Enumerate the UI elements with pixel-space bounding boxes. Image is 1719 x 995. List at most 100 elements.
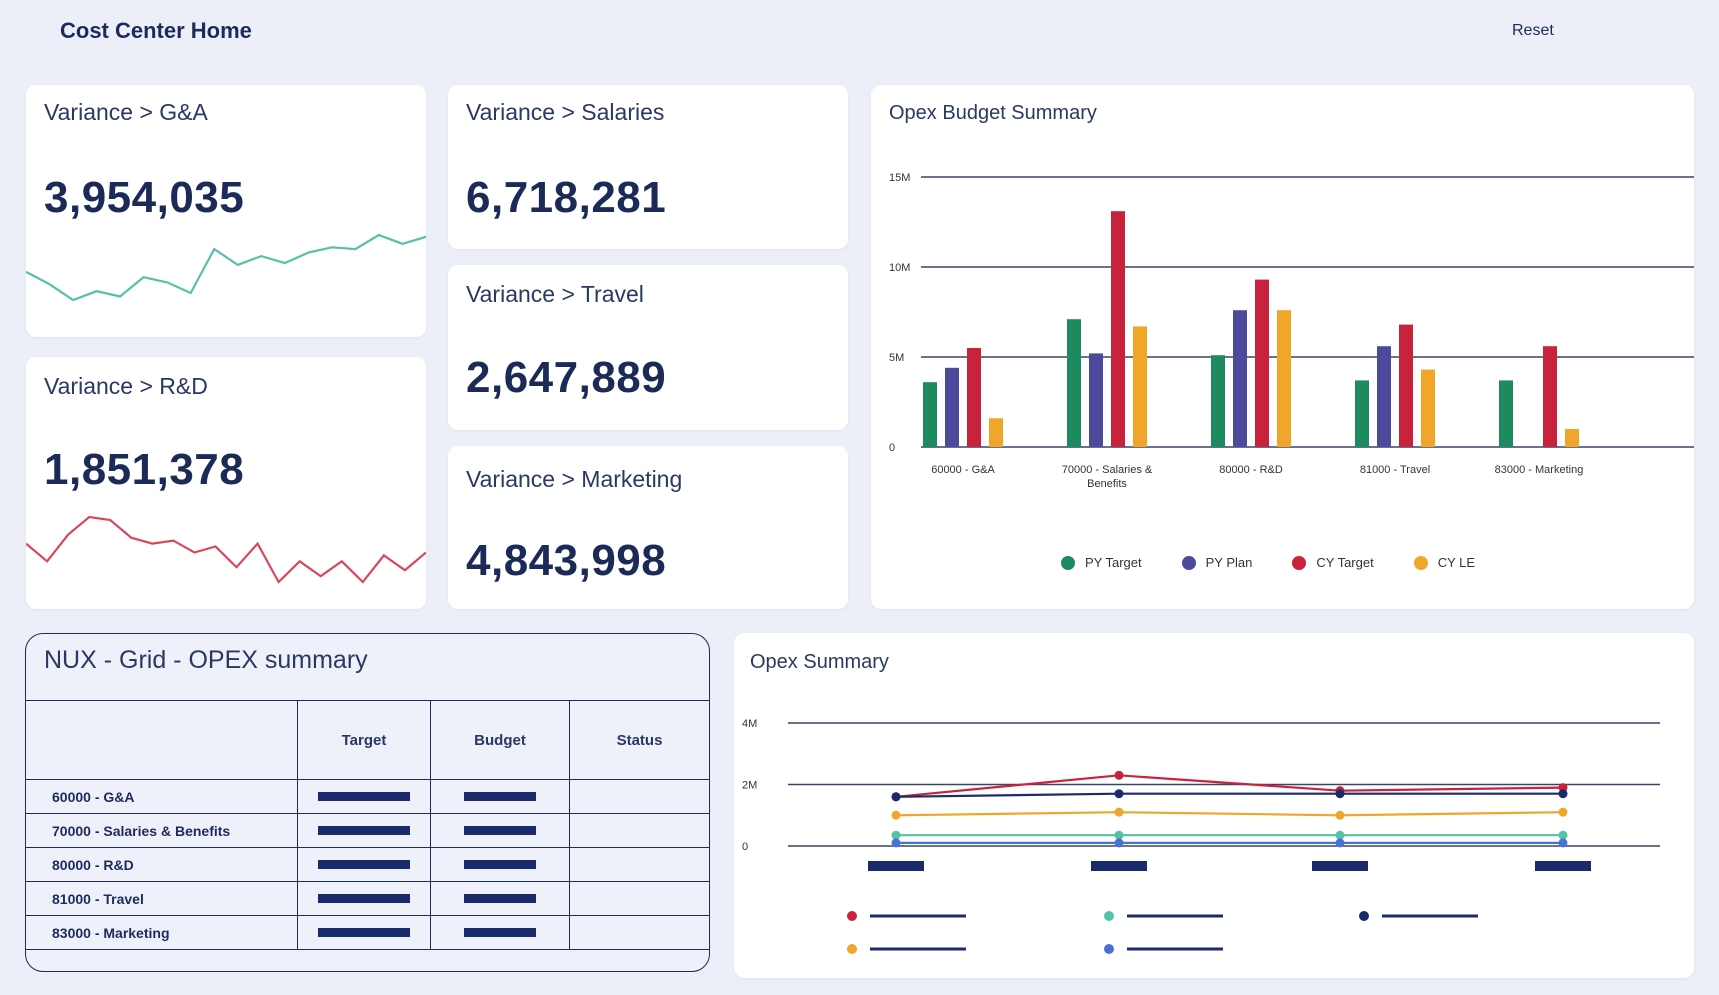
- data-point[interactable]: [1335, 810, 1345, 820]
- legend-dot-icon: [1061, 555, 1075, 570]
- status-cell: [569, 779, 709, 814]
- kpi-card-travel[interactable]: Variance > Travel 2,647,889: [448, 265, 848, 430]
- status-cell: [569, 813, 709, 848]
- bar[interactable]: [1543, 346, 1557, 447]
- placeholder-bar: [318, 928, 410, 937]
- table-row[interactable]: 60000 - G&A: [26, 779, 709, 814]
- kpi-label: Variance > R&D: [44, 373, 208, 399]
- placeholder-bar: [464, 894, 536, 903]
- bar[interactable]: [1067, 319, 1081, 447]
- row-label: 83000 - Marketing: [26, 915, 298, 950]
- legend-item[interactable]: CY Target: [1292, 555, 1374, 570]
- column-header-budget[interactable]: Budget: [430, 700, 570, 780]
- opex-summary-table: Target Budget Status 60000 - G&A 70000 - …: [26, 700, 709, 950]
- data-point[interactable]: [1558, 783, 1568, 793]
- data-point[interactable]: [891, 838, 901, 848]
- bar[interactable]: [989, 418, 1003, 447]
- kpi-value: 2,647,889: [466, 353, 667, 402]
- legend-dot-icon: [1413, 555, 1428, 570]
- bar[interactable]: [1277, 310, 1291, 447]
- bar[interactable]: [1089, 353, 1103, 447]
- placeholder-bar: [464, 826, 536, 835]
- row-label: 80000 - R&D: [26, 847, 298, 882]
- sparkline-path: [26, 515, 426, 584]
- kpi-label: Variance > Marketing: [466, 466, 683, 492]
- placeholder-bar: [318, 826, 410, 835]
- data-point[interactable]: [891, 830, 901, 840]
- table-header-row: Target Budget Status: [26, 700, 709, 780]
- opex-grid-card: NUX - Grid - OPEX summary Target Budget …: [25, 633, 710, 972]
- data-point[interactable]: [1558, 789, 1568, 799]
- bar[interactable]: [1399, 324, 1413, 447]
- data-point[interactable]: [1335, 789, 1345, 799]
- sparkline-path: [26, 233, 426, 302]
- placeholder-bar: [318, 792, 410, 801]
- bar[interactable]: [1565, 429, 1579, 447]
- data-point[interactable]: [1335, 838, 1345, 848]
- bar[interactable]: [1255, 279, 1269, 447]
- bar[interactable]: [1211, 355, 1225, 447]
- placeholder-cell: [430, 847, 570, 882]
- bar[interactable]: [1355, 380, 1369, 447]
- bar[interactable]: [1233, 310, 1247, 447]
- data-point[interactable]: [1114, 807, 1124, 817]
- placeholder-cell: [430, 915, 570, 950]
- placeholder-cell: [297, 915, 431, 950]
- data-point[interactable]: [1558, 807, 1568, 817]
- table-row[interactable]: 83000 - Marketing: [26, 915, 709, 950]
- status-cell: [569, 881, 709, 916]
- kpi-card-marketing[interactable]: Variance > Marketing 4,843,998: [448, 446, 848, 609]
- x-tick-label: 81000 - Travel: [1360, 464, 1430, 476]
- legend-dot-icon: [1104, 911, 1114, 921]
- data-point[interactable]: [1114, 789, 1124, 799]
- bar[interactable]: [923, 382, 937, 447]
- reset-button[interactable]: Reset: [1512, 22, 1554, 39]
- row-label: 60000 - G&A: [26, 779, 298, 814]
- opex-budget-summary-card: Opex Budget Summary 0 5M 10M 15M 60000 - G&A…: [871, 85, 1694, 609]
- bar[interactable]: [1111, 211, 1125, 447]
- status-cell: [569, 847, 709, 882]
- column-header-status[interactable]: Status: [569, 700, 709, 780]
- legend-item[interactable]: CY LE: [1413, 555, 1475, 570]
- data-point[interactable]: [1114, 770, 1124, 780]
- series-line: [895, 792, 1563, 798]
- legend-item[interactable]: PY Target: [1061, 555, 1142, 570]
- top-bar: Cost Center Home Reset: [0, 0, 1719, 62]
- kpi-card-rd[interactable]: Variance > R&D 1,851,378: [26, 357, 426, 609]
- data-point[interactable]: [1558, 830, 1568, 840]
- bar[interactable]: [1421, 369, 1435, 447]
- bar[interactable]: [967, 348, 981, 447]
- sparkline-rd: [26, 515, 426, 584]
- x-tick-label: 83000 - Marketing: [1495, 464, 1584, 476]
- placeholder-cell: [430, 881, 570, 916]
- legend-placeholder-line: [870, 914, 966, 918]
- sparkline-ga: [26, 233, 426, 302]
- placeholder-cell: [430, 813, 570, 848]
- data-point[interactable]: [1114, 838, 1124, 848]
- placeholder-cell: [297, 779, 431, 814]
- data-point[interactable]: [891, 810, 901, 820]
- legend-dot-icon: [1359, 911, 1369, 921]
- chart-title: Opex Summary: [750, 651, 889, 673]
- bar[interactable]: [945, 367, 959, 447]
- x-tick-label: 70000 - Salaries &: [1062, 464, 1153, 476]
- table-row[interactable]: 70000 - Salaries & Benefits: [26, 813, 709, 848]
- column-header-target[interactable]: Target: [297, 700, 431, 780]
- table-row[interactable]: 80000 - R&D: [26, 847, 709, 882]
- data-point[interactable]: [1335, 830, 1345, 840]
- kpi-card-salaries[interactable]: Variance > Salaries 6,718,281: [448, 85, 848, 249]
- table-row[interactable]: 81000 - Travel: [26, 881, 709, 916]
- data-point[interactable]: [1558, 838, 1568, 848]
- bar[interactable]: [1377, 346, 1391, 447]
- x-tick-placeholder: [868, 861, 924, 871]
- bar[interactable]: [1133, 326, 1147, 447]
- legend-placeholder-line: [1382, 914, 1478, 918]
- data-point[interactable]: [891, 792, 901, 802]
- kpi-card-ga[interactable]: Variance > G&A 3,954,035: [26, 85, 426, 337]
- opex-summary-card: Opex Summary 0 2M 4M: [734, 633, 1694, 978]
- legend-label: CY Target: [1316, 555, 1374, 570]
- bar[interactable]: [1499, 380, 1513, 447]
- data-point[interactable]: [1114, 830, 1124, 840]
- y-tick-label: 5M: [889, 352, 904, 364]
- legend-item[interactable]: PY Plan: [1181, 555, 1252, 570]
